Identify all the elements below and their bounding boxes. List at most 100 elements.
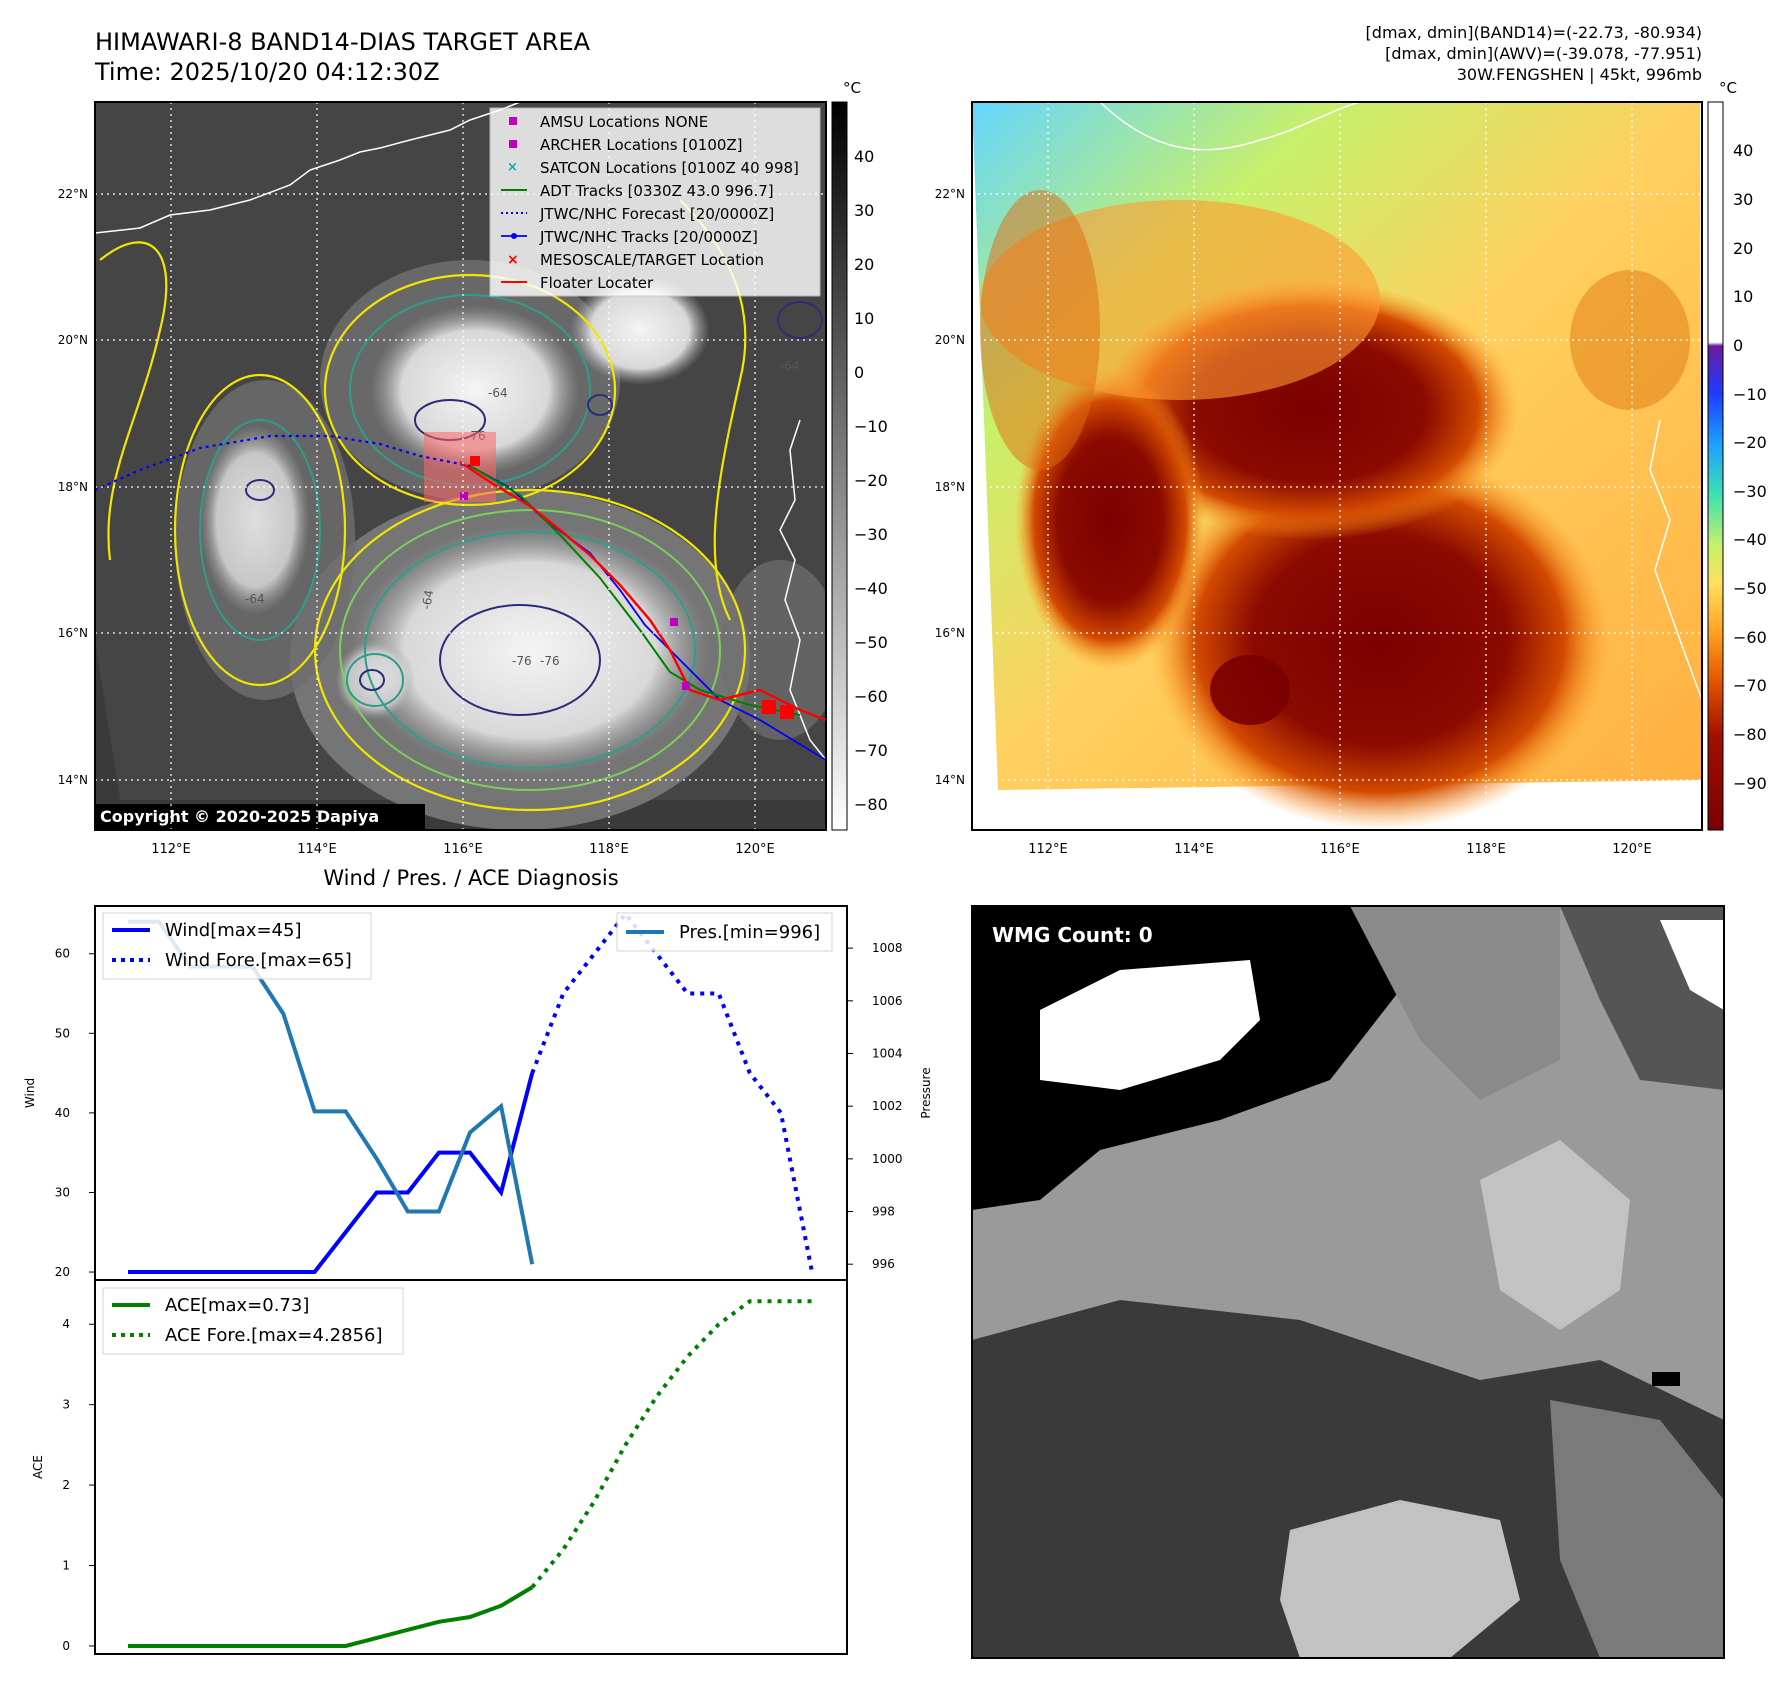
awv-colorbar-tick: −70 [1733,676,1767,695]
ace-legend: ACE[max=0.73] ACE Fore.[max=4.2856] [102,1287,404,1355]
awv-colorbar-ticks: 40 30 20 10 0 −10 −20 −30 −40 −50 −60 −7… [1733,141,1767,793]
lon-label: 112°E [1028,842,1068,857]
target-area-box [424,432,496,502]
contour-label: -76 [540,654,560,668]
ir-colorbar-tick: −60 [854,687,888,706]
wind-legend-label: Wind[max=45] [165,920,302,941]
pressure-tick-label: 1006 [872,994,903,1008]
ace-tick-label: 4 [62,1317,70,1331]
awv-lat-labels: 22°N 20°N 18°N 16°N 14°N [935,187,965,787]
pressure-tick-label: 1000 [872,1152,903,1166]
ir-colorbar-tick: −40 [854,579,888,598]
pressure-legend: Pres.[min=996] [616,912,833,952]
awv-map-panel [971,101,1703,831]
lon-label: 120°E [1612,842,1652,857]
pressure-tick-label: 996 [872,1257,895,1271]
awv-colorbar-tick: −30 [1733,482,1767,501]
awv-colorbar-tick: −80 [1733,725,1767,744]
ir-gridlines [95,102,826,830]
lat-label: 22°N [58,187,88,201]
awv-colorbar-tick: 30 [1733,190,1753,209]
ace-tick-label: 0 [62,1639,70,1653]
awv-colorbar: °C 40 30 20 10 0 −10 −20 −30 −40 −50 −60… [1707,79,1767,831]
wind-tick-label: 20 [55,1265,70,1279]
ace-forecast-line [530,1299,812,1589]
awv-colorbar-tick: −20 [1733,433,1767,452]
lon-label: 116°E [1320,842,1360,857]
copyright-text: Copyright © 2020-2025 Dapiya [100,807,379,826]
ace-tick-label: 2 [62,1478,70,1492]
wind-tick-label: 60 [55,947,70,961]
awv-colorbar-tick: −90 [1733,774,1767,793]
awv-colorbar-tick: −10 [1733,385,1767,404]
ir-colorbar-unit: °C [843,79,861,97]
awv-colorbar-tick: −60 [1733,628,1767,647]
awv-colorbar-tick: 40 [1733,141,1753,160]
legend-marker-jtwc-dot [511,233,517,239]
legend-marker-target: × [507,252,519,268]
legend-marker-amsu [509,117,517,125]
lat-label: 14°N [935,773,965,787]
legend-label-archer: ARCHER Locations [0100Z] [540,136,743,154]
figure-title-line1: HIMAWARI-8 BAND14-DIAS TARGET AREA [95,28,591,56]
legend-label-amsu: AMSU Locations NONE [540,113,708,131]
legend-label-jtwc-forecast: JTWC/NHC Forecast [20/0000Z] [539,205,774,223]
ir-lat-labels: 22°N 20°N 18°N 16°N 14°N [58,187,88,787]
ir-colorbar-tick: 10 [854,309,874,328]
contour-label: -64 [419,589,436,611]
wind-tick-label: 40 [55,1106,70,1120]
contour-label: -64 [780,359,800,373]
awv-gridlines [972,102,1702,830]
ir-colorbar-tick: −10 [854,417,888,436]
ir-colorbar-tick: −70 [854,741,888,760]
info-line2: [dmax, dmin](AWV)=(-39.078, -77.951) [1385,44,1702,63]
wind-pressure-chart: 20 30 40 50 60 996 998 1000 1002 1004 1006 1008 Win… [23,905,933,1281]
lat-label: 16°N [58,626,88,640]
legend-label-satcon: SATCON Locations [0100Z 40 998] [540,159,799,177]
ir-lon-labels: 112°E 114°E 116°E 118°E 120°E [151,842,775,857]
wmg-count-label: WMG Count: 0 [992,923,1153,947]
pressure-tick-label: 1004 [872,1046,903,1060]
coastline [95,102,521,234]
awv-colorbar-unit: °C [1719,79,1737,97]
info-line3: 30W.FENGSHEN | 45kt, 996mb [1457,65,1702,84]
ir-colorbar: °C 40 30 20 10 0 −10 −20 −30 −40 −50 −60… [831,79,888,831]
wind-line [128,1072,535,1275]
lon-label: 116°E [443,842,483,857]
ir-colorbar-ticks: 40 30 20 10 0 −10 −20 −30 −40 −50 −60 −7… [854,147,888,814]
wind-fore-legend-label: Wind Fore.[max=65] [165,950,352,971]
lon-label: 118°E [1466,842,1506,857]
ace-chart: 0 1 2 3 4 ACE ACE[max=0.73] ACE Fore.[max=4.… [31,1279,848,1655]
lon-label: 118°E [589,842,629,857]
ace-tick-label: 3 [62,1398,70,1412]
wind-forecast-line [530,910,814,1273]
ir-colorbar-tick: 30 [854,201,874,220]
ace-legend-label: ACE[max=0.73] [165,1295,309,1316]
lat-label: 18°N [58,480,88,494]
lat-label: 20°N [58,333,88,347]
ace-fore-legend-label: ACE Fore.[max=4.2856] [165,1325,383,1346]
lat-label: 20°N [935,333,965,347]
archer-markers [460,492,690,690]
figure-title-line2: Time: 2025/10/20 04:12:30Z [94,58,440,86]
ir-colorbar-tick: 40 [854,147,874,166]
floater-track [459,460,826,722]
wmg-panel: WMG Count: 0 [971,905,1725,1659]
legend-label-floater: Floater Locater [540,274,654,292]
legend-marker-archer [509,140,517,148]
awv-colorbar-tick: 0 [1733,336,1743,355]
contour-label: -64 [245,592,265,606]
ir-colorbar-tick: 0 [854,363,864,382]
wind-legend: Wind[max=45] Wind Fore.[max=65] [102,912,372,980]
ace-line [128,1585,534,1648]
ir-colorbar-tick: −30 [854,525,888,544]
ace-axis-label: ACE [31,1455,45,1479]
ace-tick-label: 1 [62,1559,70,1573]
ir-colorbar-tick: −20 [854,471,888,490]
awv-colorbar-tick: −50 [1733,579,1767,598]
jtwc-forecast-track [95,434,471,492]
awv-colorbar-tick: −40 [1733,530,1767,549]
pressure-tick-label: 998 [872,1205,895,1219]
contour-label: -64 [488,386,508,400]
lat-label: 14°N [58,773,88,787]
